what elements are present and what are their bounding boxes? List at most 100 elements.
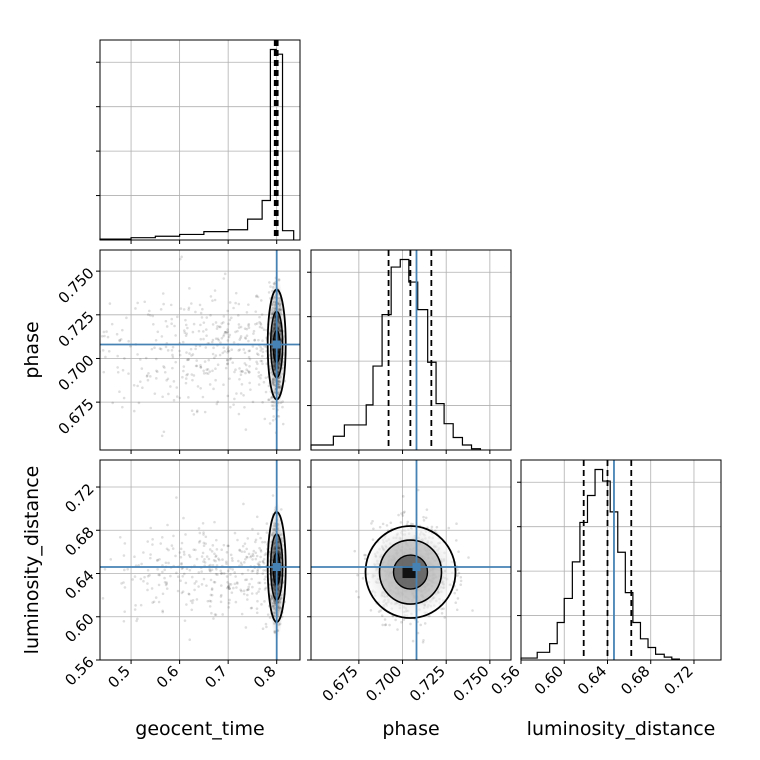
sample-point [237, 349, 241, 352]
scatter-group [100, 460, 300, 660]
sample-point [103, 568, 107, 571]
x-tick-label: 0.5 [104, 662, 134, 692]
sample-point [210, 340, 214, 344]
sample-point [226, 309, 230, 313]
sample-point [210, 550, 214, 553]
sample-point [171, 355, 175, 359]
y-tick-label: 0.64 [61, 566, 97, 602]
sample-point [246, 537, 250, 540]
sample-point [181, 574, 185, 578]
sample-point [160, 434, 164, 438]
sample-point [176, 315, 179, 319]
sample-point [192, 322, 196, 326]
sample-point [255, 347, 259, 350]
sample-point [226, 358, 229, 362]
sample-point [160, 536, 164, 539]
sample-point [202, 541, 206, 545]
sample-point [248, 358, 252, 361]
sample-point [225, 562, 228, 566]
sample-point [208, 370, 212, 373]
sample-point [239, 336, 242, 340]
sample-point [195, 557, 199, 561]
sample-point [245, 547, 248, 551]
sample-point [136, 384, 139, 388]
sample-point [101, 597, 105, 600]
sample-point [154, 338, 158, 342]
sample-point [230, 348, 234, 351]
sample-point [205, 584, 208, 587]
sample-point [240, 382, 244, 386]
sample-point [151, 314, 155, 318]
sample-point [100, 334, 104, 338]
sample-point [119, 338, 123, 341]
x-tick-label: 0.675 [319, 662, 362, 705]
sample-point [121, 368, 125, 372]
sample-point [204, 542, 207, 545]
sample-point [241, 370, 244, 373]
sample-point [260, 326, 264, 330]
sample-point [227, 585, 230, 588]
sample-point [251, 569, 255, 573]
sample-point [265, 531, 269, 534]
sample-point [264, 622, 268, 626]
sample-point [188, 568, 192, 572]
sample-point [249, 606, 253, 610]
sample-point [259, 555, 262, 559]
sample-point [226, 339, 230, 342]
sample-point [180, 255, 183, 259]
sample-point [180, 562, 183, 565]
sample-point [467, 556, 470, 559]
sample-point [248, 370, 251, 374]
sample-point [155, 559, 159, 562]
sample-point [234, 600, 238, 604]
sample-point [207, 358, 211, 362]
sample-point [184, 323, 188, 327]
sample-point [459, 579, 463, 583]
sample-point [209, 563, 212, 567]
sample-point [199, 323, 202, 327]
sample-point [254, 551, 258, 555]
sample-point [188, 287, 191, 290]
sample-point [372, 527, 375, 531]
sample-point [180, 541, 184, 545]
sample-point [142, 579, 145, 583]
sample-point [184, 318, 187, 322]
sample-point [238, 338, 242, 341]
sample-point [118, 390, 121, 394]
sample-point [227, 601, 231, 605]
sample-point [229, 405, 232, 409]
sample-point [455, 608, 459, 612]
sample-point [262, 558, 266, 561]
sample-point [200, 316, 204, 319]
sample-point [137, 401, 141, 405]
sample-point [139, 603, 143, 607]
sample-point [170, 322, 173, 326]
sample-point [231, 361, 235, 364]
sample-point [213, 356, 216, 360]
sample-point [247, 303, 250, 306]
sample-point [456, 597, 460, 600]
x-tick-label: 0.7 [201, 662, 231, 692]
sample-point [116, 370, 120, 374]
sample-point [247, 322, 251, 326]
sample-point [247, 371, 251, 374]
sample-point [230, 591, 234, 594]
sample-point [136, 617, 139, 621]
sample-point [116, 354, 119, 358]
sample-point [258, 320, 261, 324]
sample-point [208, 383, 212, 386]
sample-point [224, 330, 228, 334]
sample-point [261, 347, 264, 351]
sample-point [202, 369, 205, 373]
sample-point [209, 600, 213, 603]
sample-point [136, 353, 139, 356]
sample-point [181, 590, 185, 593]
sample-point [170, 544, 174, 547]
sample-point [406, 520, 410, 524]
sample-point [175, 395, 179, 398]
sample-point [154, 596, 158, 599]
sample-point [156, 330, 160, 334]
sample-point [213, 613, 217, 616]
x-tick-label: 0.8 [250, 662, 280, 692]
